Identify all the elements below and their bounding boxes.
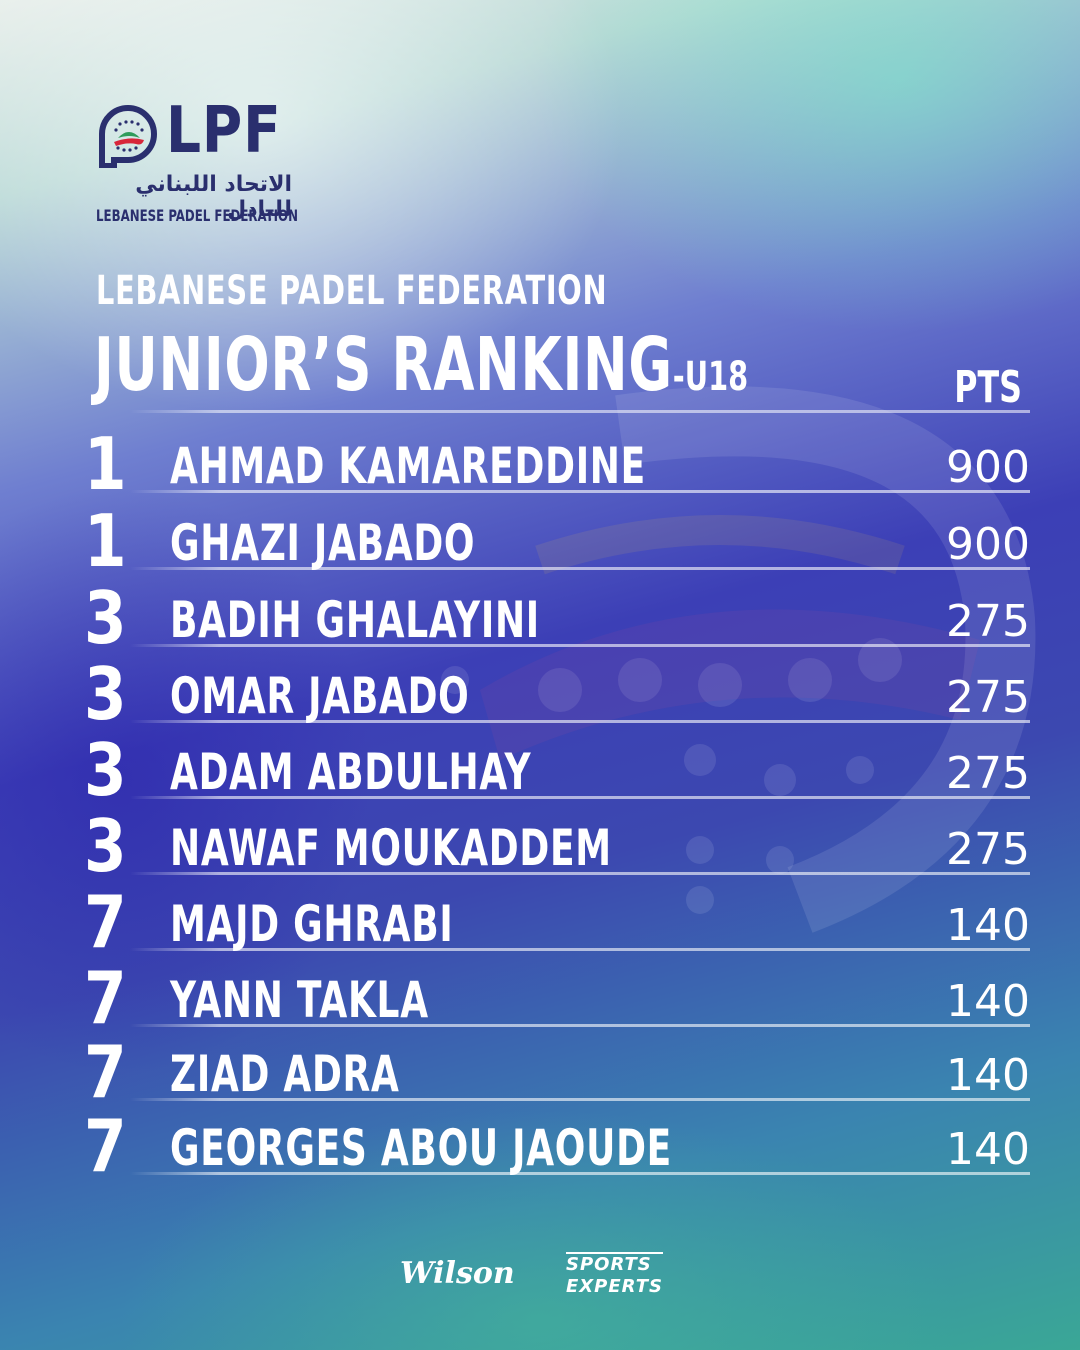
ranking-row: 7 GEORGES ABOU JAOUDE 140 <box>0 1108 1080 1188</box>
ranking-row: 3 BADIH GHALAYINI 275 <box>0 580 1080 660</box>
player-name: GHAZI JABADO <box>170 514 476 572</box>
logo-abbreviation: LPF <box>166 94 282 168</box>
ranking-row: 3 ADAM ABDULHAY 275 <box>0 732 1080 812</box>
rank-number: 3 <box>84 728 127 812</box>
padel-racket-logo-icon <box>99 105 157 168</box>
player-points: 275 <box>946 748 1030 799</box>
ranking-row: 3 NAWAF MOUKADDEM 275 <box>0 808 1080 888</box>
player-points: 275 <box>946 672 1030 723</box>
row-divider <box>130 872 1030 875</box>
logo-arabic-name: الاتحاد اللبناني للبادل <box>135 172 292 222</box>
rank-number: 3 <box>84 652 127 736</box>
player-points: 900 <box>946 442 1030 493</box>
points-column-header: PTS <box>954 362 1022 413</box>
player-name: AHMAD KAMAREDDINE <box>170 437 646 495</box>
title-age-category: -U18 <box>672 354 749 400</box>
lpf-logo: LPF الاتحاد اللبناني للبادل LEBANESE PAD… <box>96 94 298 230</box>
player-name: OMAR JABADO <box>170 667 470 725</box>
row-divider <box>130 796 1030 799</box>
row-divider <box>130 1024 1030 1027</box>
player-name: MAJD GHRABI <box>170 895 454 953</box>
player-name: NAWAF MOUKADDEM <box>170 819 612 877</box>
row-divider <box>130 948 1030 951</box>
logo-english-name: LEBANESE PADEL FEDERATION <box>96 206 298 225</box>
player-points: 140 <box>946 1124 1030 1175</box>
sponsor-logos: Wilson SPORTS EXPERTS <box>0 1252 1080 1302</box>
page-subtitle: LEBANESE PADEL FEDERATION <box>96 268 608 314</box>
row-divider <box>130 490 1030 493</box>
player-points: 900 <box>946 519 1030 570</box>
rank-number: 3 <box>84 576 127 660</box>
sports-experts-logo: SPORTS EXPERTS <box>566 1252 663 1297</box>
player-name: ADAM ABDULHAY <box>170 743 532 801</box>
player-name: GEORGES ABOU JAOUDE <box>170 1119 672 1177</box>
player-points: 275 <box>946 824 1030 875</box>
rank-number: 1 <box>84 422 127 506</box>
rank-number: 7 <box>84 1030 127 1114</box>
ranking-row: 1 GHAZI JABADO 900 <box>0 503 1080 583</box>
ranking-row: 7 ZIAD ADRA 140 <box>0 1034 1080 1114</box>
ranking-row: 3 OMAR JABADO 275 <box>0 656 1080 736</box>
rank-number: 7 <box>84 880 127 964</box>
rank-number: 7 <box>84 1104 127 1188</box>
rank-number: 7 <box>84 956 127 1040</box>
player-points: 140 <box>946 976 1030 1027</box>
row-divider <box>130 1098 1030 1101</box>
row-divider <box>130 1172 1030 1175</box>
player-points: 140 <box>946 900 1030 951</box>
page-title: JUNIOR’S RANKING-U18 <box>94 322 1003 408</box>
player-name: YANN TAKLA <box>170 971 429 1029</box>
rank-number: 1 <box>84 499 127 583</box>
ranking-row: 7 MAJD GHRABI 140 <box>0 884 1080 964</box>
player-name: ZIAD ADRA <box>170 1045 400 1103</box>
player-points: 275 <box>946 596 1030 647</box>
header-divider <box>130 410 1030 413</box>
ranking-row: 7 YANN TAKLA 140 <box>0 960 1080 1040</box>
row-divider <box>130 644 1030 647</box>
row-divider <box>130 567 1030 570</box>
row-divider <box>130 720 1030 723</box>
wilson-logo: Wilson <box>400 1256 515 1291</box>
title-main: JUNIOR’S RANKING <box>94 322 673 408</box>
ranking-row: 1 AHMAD KAMAREDDINE 900 <box>0 426 1080 506</box>
player-name: BADIH GHALAYINI <box>170 591 540 649</box>
player-points: 140 <box>946 1050 1030 1101</box>
rank-number: 3 <box>84 804 127 888</box>
